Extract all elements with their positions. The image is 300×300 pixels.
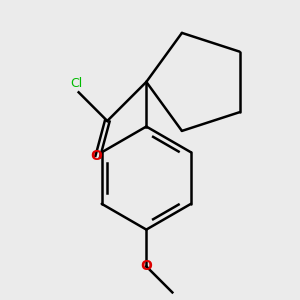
Text: O: O	[140, 260, 152, 273]
Text: Cl: Cl	[71, 76, 83, 90]
Text: O: O	[90, 149, 102, 164]
